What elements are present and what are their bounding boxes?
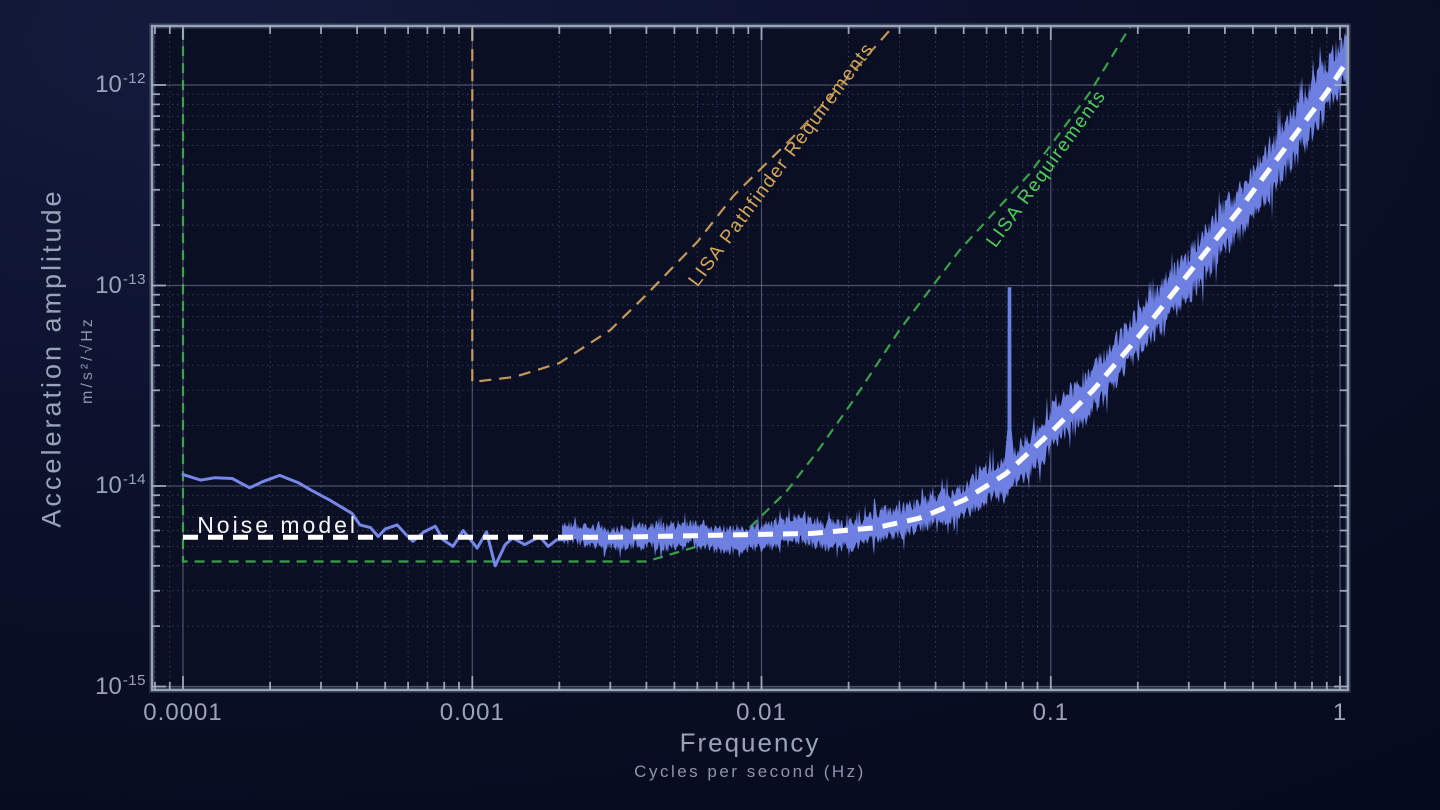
y-axis-units: m/s²/√Hz [79,316,96,404]
x-tick-label: 0.1 [1032,699,1069,726]
y-tick-label: 10-15 [95,671,146,700]
x-tick-label: 1 [1332,699,1348,726]
x-axis-subtitle: Cycles per second (Hz) [634,762,866,781]
x-tick-label: 0.001 [439,699,505,726]
y-tick-label: 10-14 [95,471,146,499]
y-tick-label: 10-12 [95,70,146,98]
x-axis-title: Frequency [679,727,821,758]
x-tick-label: 0.0001 [143,699,223,726]
y-tick-label: 10-13 [95,270,146,299]
x-tick-label: 0.01 [736,699,787,726]
noise-model-label: Noise model [197,512,359,539]
